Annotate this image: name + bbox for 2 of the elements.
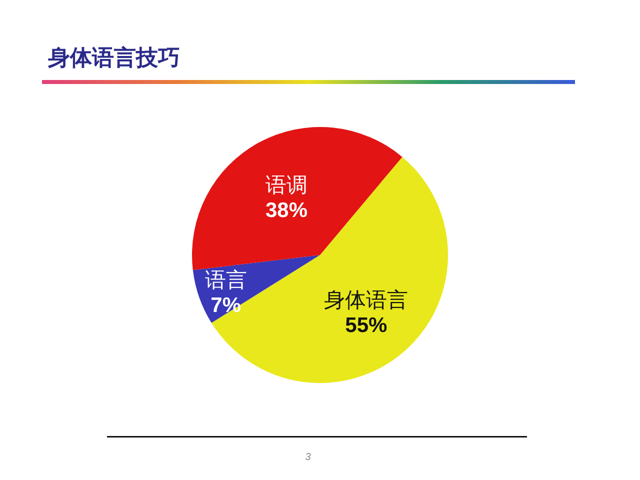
title: 身体语言技巧 xyxy=(48,45,180,70)
annotation: 3 xyxy=(305,452,311,463)
